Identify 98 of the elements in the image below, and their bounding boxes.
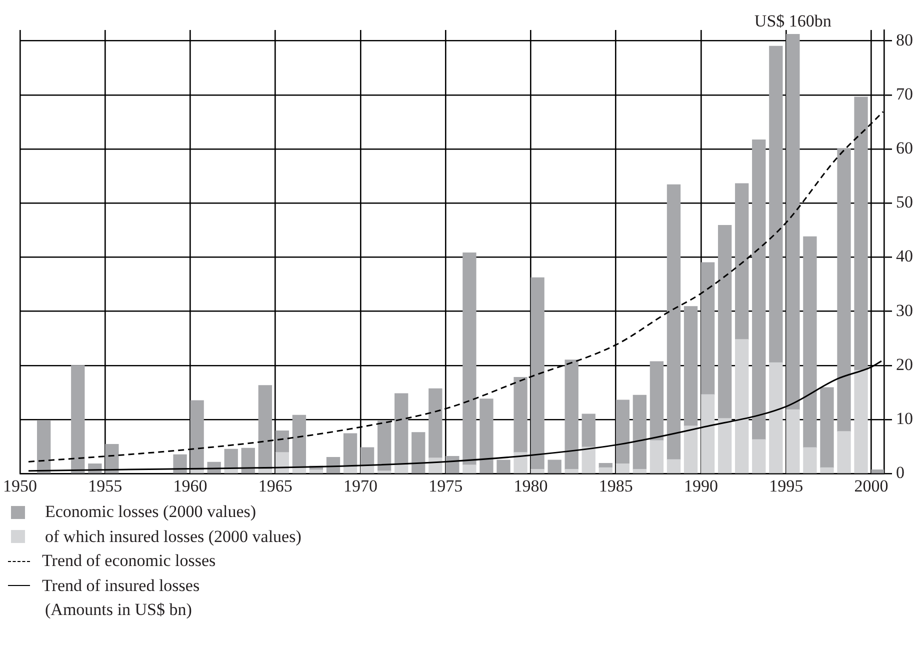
bar xyxy=(105,444,119,474)
bar xyxy=(412,432,426,474)
bar xyxy=(632,394,647,470)
y-tick-label: 70 xyxy=(896,84,913,104)
bar xyxy=(871,469,884,474)
bar xyxy=(292,414,306,469)
bar xyxy=(769,362,783,474)
bar xyxy=(275,430,290,453)
bar xyxy=(428,458,442,474)
bar xyxy=(360,447,374,466)
bar xyxy=(786,34,800,410)
bar xyxy=(292,468,306,474)
y-tick-label: 80 xyxy=(896,30,913,50)
y-tick-label: 10 xyxy=(896,408,913,428)
bar xyxy=(837,148,851,432)
bar xyxy=(446,456,460,474)
bar xyxy=(462,464,476,474)
bar xyxy=(514,376,528,453)
bar xyxy=(377,470,392,474)
bar xyxy=(735,339,749,474)
bar xyxy=(428,388,442,458)
bar xyxy=(564,468,578,474)
bar xyxy=(837,431,851,474)
bar xyxy=(616,400,630,464)
bar xyxy=(598,467,612,474)
x-tick-label: 1970 xyxy=(343,476,378,496)
bar xyxy=(854,96,868,371)
bar xyxy=(343,433,358,468)
bar xyxy=(632,468,647,474)
bar xyxy=(241,448,255,474)
x-tick-label: 2000 xyxy=(854,476,888,496)
bar xyxy=(224,468,238,474)
bar xyxy=(309,469,324,474)
x-tick-label: 1995 xyxy=(769,476,804,496)
bar xyxy=(803,236,817,448)
x-tick-label: 1965 xyxy=(258,476,292,496)
x-tick-label: 1955 xyxy=(88,476,122,496)
bar xyxy=(258,468,272,474)
bar xyxy=(735,183,749,340)
bar xyxy=(650,440,664,474)
bar xyxy=(258,385,272,470)
text: (Amounts in US$ bn) xyxy=(44,599,193,621)
bar xyxy=(514,452,528,474)
bar xyxy=(71,365,85,474)
bar xyxy=(190,470,204,474)
bar xyxy=(650,361,664,441)
bar xyxy=(548,460,562,474)
x-tick-label: 1950 xyxy=(3,476,37,496)
bar xyxy=(173,454,187,474)
legend-label: Trend of insured losses xyxy=(42,574,200,596)
bar xyxy=(275,452,290,474)
bar xyxy=(820,467,834,474)
legend-label: Trend of economic losses xyxy=(42,550,216,572)
bar xyxy=(462,252,476,466)
bar xyxy=(700,262,715,395)
bar xyxy=(666,459,681,474)
bar xyxy=(480,398,494,474)
bar xyxy=(190,400,204,471)
bar xyxy=(582,446,596,474)
bar xyxy=(820,387,834,468)
bar xyxy=(394,393,408,466)
bar xyxy=(326,457,340,474)
x-tick-label: 1975 xyxy=(428,476,463,496)
y-tick-label: 50 xyxy=(896,192,913,212)
legend-label: Economic losses (2000 values) xyxy=(45,501,256,523)
bar xyxy=(718,418,732,474)
bar xyxy=(343,466,358,474)
x-tick-label: 1985 xyxy=(598,476,633,496)
x-tick-label: 1980 xyxy=(514,476,548,496)
x-tick-label: 1990 xyxy=(684,476,718,496)
bar xyxy=(752,139,766,440)
bar xyxy=(377,420,392,472)
y-tick-label: 30 xyxy=(896,300,913,320)
bar xyxy=(854,370,868,474)
bar xyxy=(530,468,544,474)
bar xyxy=(666,184,681,460)
legend-label: of which insured losses (2000 values) xyxy=(45,526,302,548)
y-tick-label: 60 xyxy=(896,138,913,158)
bar xyxy=(786,409,800,474)
bar xyxy=(684,306,698,426)
y-tick-label: 40 xyxy=(896,246,913,266)
bar xyxy=(752,439,766,474)
bar xyxy=(769,46,783,364)
bar xyxy=(718,224,732,419)
bar xyxy=(684,426,698,474)
bar xyxy=(616,464,630,474)
bar xyxy=(530,277,544,470)
bar xyxy=(803,447,817,474)
y-tick-label: 20 xyxy=(896,354,913,374)
y-tick-label: 0 xyxy=(896,463,904,482)
bar xyxy=(37,420,51,474)
annotation: US$ 160bn xyxy=(754,11,832,30)
bar xyxy=(582,414,596,448)
x-tick-label: 1960 xyxy=(173,476,208,496)
bar xyxy=(496,460,510,474)
bar xyxy=(700,394,715,474)
bar xyxy=(394,464,408,474)
bar xyxy=(564,360,578,470)
